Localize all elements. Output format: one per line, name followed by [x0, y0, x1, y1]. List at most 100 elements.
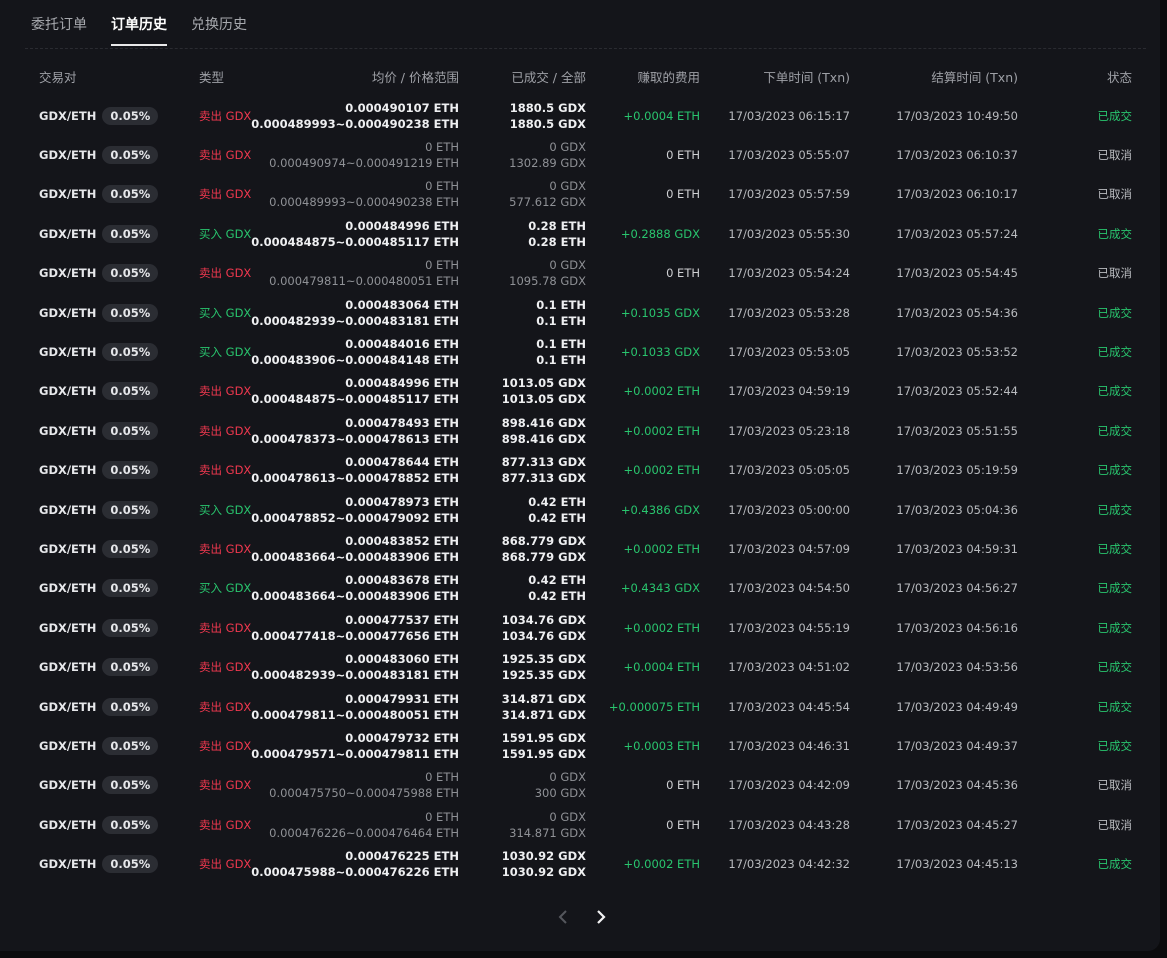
table-row[interactable]: GDX/ETH 0.05% 卖出 GDX 0 ETH 0.000476226~0.000…	[0, 805, 1160, 844]
table-row[interactable]: GDX/ETH 0.05% 买入 GDX 0.000483064 ETH 0.00048…	[0, 293, 1160, 332]
pair-label: GDX/ETH	[39, 226, 97, 241]
pair-label: GDX/ETH	[39, 778, 97, 793]
filled-cell: 877.313 GDX 877.313 GDX	[502, 451, 586, 490]
table-row[interactable]: GDX/ETH 0.05% 卖出 GDX 0 ETH 0.000490974~0.000…	[0, 135, 1160, 174]
fee-earned: +0.0002 ETH	[623, 463, 700, 478]
order-type: 卖出 GDX	[199, 384, 252, 399]
pair-cell: GDX/ETH 0.05%	[39, 293, 159, 332]
price-cell: 0 ETH 0.000490974~0.000491219 ETH	[269, 135, 459, 174]
tab-swap-history[interactable]: 兑换历史	[191, 17, 247, 33]
order-type: 卖出 GDX	[199, 778, 252, 793]
order-time: 17/03/2023 04:42:32	[728, 857, 850, 872]
filled-amount: 1034.76 GDX	[501, 612, 586, 627]
price-range: 0.000479811~0.000480051 ETH	[251, 707, 459, 722]
filled-amount: 0 GDX	[549, 770, 586, 785]
fee-earned: 0 ETH	[666, 778, 700, 793]
tab-open-orders[interactable]: 委托订单	[31, 17, 87, 33]
order-time: 17/03/2023 04:55:19	[728, 620, 850, 635]
table-row[interactable]: GDX/ETH 0.05% 买入 GDX 0.000478973 ETH 0.00047…	[0, 490, 1160, 529]
avg-price: 0.000484996 ETH	[345, 376, 459, 391]
table-row[interactable]: GDX/ETH 0.05% 卖出 GDX 0.000477537 ETH 0.00047…	[0, 608, 1160, 647]
settle-time: 17/03/2023 05:52:44	[896, 384, 1018, 399]
filled-amount: 1880.5 GDX	[509, 100, 586, 115]
header-price: 均价 / 价格范围	[371, 69, 459, 85]
total-amount: 0.42 ETH	[528, 510, 586, 525]
settle-time: 17/03/2023 04:53:56	[896, 660, 1018, 675]
settle-time: 17/03/2023 05:54:36	[896, 305, 1018, 320]
pair-label: GDX/ETH	[39, 266, 97, 281]
avg-price: 0.000477537 ETH	[345, 612, 459, 627]
price-cell: 0.000490107 ETH 0.000489993~0.000490238 E…	[251, 96, 459, 135]
fee-rate-badge: 0.05%	[102, 855, 159, 874]
tab-order-history[interactable]: 订单历史	[111, 0, 167, 46]
order-time: 17/03/2023 04:43:28	[728, 817, 850, 832]
order-time: 17/03/2023 04:59:19	[728, 384, 850, 399]
table-row[interactable]: GDX/ETH 0.05% 卖出 GDX 0.000478644 ETH 0.00047…	[0, 451, 1160, 490]
status-badge: 已成交	[1097, 463, 1133, 478]
table-row[interactable]: GDX/ETH 0.05% 卖出 GDX 0.000479732 ETH 0.00047…	[0, 726, 1160, 765]
price-range: 0.000483906~0.000484148 ETH	[251, 353, 459, 368]
table-row[interactable]: GDX/ETH 0.05% 卖出 GDX 0.000476225 ETH 0.00047…	[0, 845, 1160, 884]
order-time: 17/03/2023 05:57:59	[728, 187, 850, 202]
pair-cell: GDX/ETH 0.05%	[39, 648, 159, 687]
order-type: 买入 GDX	[199, 345, 252, 360]
tab-divider	[25, 48, 1146, 49]
total-amount: 300 GDX	[534, 786, 586, 801]
total-amount: 1095.78 GDX	[509, 274, 586, 289]
fee-earned: +0.0004 ETH	[623, 660, 700, 675]
fee-rate-badge: 0.05%	[102, 618, 159, 637]
table-row[interactable]: GDX/ETH 0.05% 卖出 GDX 0.000479931 ETH 0.00047…	[0, 687, 1160, 726]
prev-page-button[interactable]	[555, 906, 571, 928]
table-row[interactable]: GDX/ETH 0.05% 卖出 GDX 0 ETH 0.000479811~0.000…	[0, 254, 1160, 293]
table-row[interactable]: GDX/ETH 0.05% 卖出 GDX 0.000483060 ETH 0.00048…	[0, 648, 1160, 687]
settle-time: 17/03/2023 05:53:52	[896, 345, 1018, 360]
avg-price: 0.000478493 ETH	[345, 415, 459, 430]
total-amount: 0.1 ETH	[536, 353, 586, 368]
table-row[interactable]: GDX/ETH 0.05% 买入 GDX 0.000483678 ETH 0.00048…	[0, 569, 1160, 608]
settle-time: 17/03/2023 06:10:37	[896, 148, 1018, 163]
filled-amount: 0.42 ETH	[528, 573, 586, 588]
order-time: 17/03/2023 05:23:18	[728, 423, 850, 438]
order-type: 卖出 GDX	[199, 187, 252, 202]
order-type: 卖出 GDX	[199, 857, 252, 872]
table-row[interactable]: GDX/ETH 0.05% 卖出 GDX 0.000478493 ETH 0.00047…	[0, 411, 1160, 450]
order-type: 卖出 GDX	[199, 699, 252, 714]
pair-label: GDX/ETH	[39, 699, 97, 714]
table-row[interactable]: GDX/ETH 0.05% 卖出 GDX 0 ETH 0.000475750~0.000…	[0, 766, 1160, 805]
price-cell: 0 ETH 0.000479811~0.000480051 ETH	[269, 254, 459, 293]
order-type: 卖出 GDX	[199, 542, 252, 557]
status-badge: 已成交	[1097, 739, 1133, 754]
pair-label: GDX/ETH	[39, 148, 97, 163]
filled-amount: 314.871 GDX	[501, 691, 586, 706]
fee-rate-badge: 0.05%	[102, 776, 159, 795]
avg-price: 0.000484996 ETH	[345, 218, 459, 233]
pair-cell: GDX/ETH 0.05%	[39, 332, 159, 371]
avg-price: 0.000478973 ETH	[345, 494, 459, 509]
fee-earned: +0.2888 GDX	[620, 226, 700, 241]
status-badge: 已成交	[1097, 699, 1133, 714]
table-row[interactable]: GDX/ETH 0.05% 买入 GDX 0.000484016 ETH 0.00048…	[0, 332, 1160, 371]
table-row[interactable]: GDX/ETH 0.05% 卖出 GDX 0.000483852 ETH 0.00048…	[0, 529, 1160, 568]
header-filled: 已成交 / 全部	[511, 69, 586, 85]
price-range: 0.000484875~0.000485117 ETH	[251, 392, 459, 407]
avg-price: 0 ETH	[425, 179, 459, 194]
total-amount: 1925.35 GDX	[501, 668, 586, 683]
settle-time: 17/03/2023 05:54:45	[896, 266, 1018, 281]
price-cell: 0 ETH 0.000476226~0.000476464 ETH	[269, 805, 459, 844]
pair-cell: GDX/ETH 0.05%	[39, 135, 159, 174]
fee-rate-badge: 0.05%	[102, 264, 159, 283]
price-range: 0.000483664~0.000483906 ETH	[251, 550, 459, 565]
filled-cell: 898.416 GDX 898.416 GDX	[502, 411, 586, 450]
table-row[interactable]: GDX/ETH 0.05% 买入 GDX 0.000484996 ETH 0.00048…	[0, 214, 1160, 253]
table-row[interactable]: GDX/ETH 0.05% 卖出 GDX 0.000484996 ETH 0.00048…	[0, 372, 1160, 411]
price-cell: 0.000478644 ETH 0.000478613~0.000478852 E…	[251, 451, 459, 490]
table-row[interactable]: GDX/ETH 0.05% 卖出 GDX 0 ETH 0.000489993~0.000…	[0, 175, 1160, 214]
total-amount: 0.28 ETH	[528, 234, 586, 249]
price-range: 0.000476226~0.000476464 ETH	[269, 825, 459, 840]
price-cell: 0.000483064 ETH 0.000482939~0.000483181 E…	[251, 293, 459, 332]
table-row[interactable]: GDX/ETH 0.05% 卖出 GDX 0.000490107 ETH 0.00048…	[0, 96, 1160, 135]
next-page-button[interactable]	[593, 906, 609, 928]
filled-cell: 1925.35 GDX 1925.35 GDX	[502, 648, 586, 687]
fee-rate-badge: 0.05%	[102, 106, 159, 125]
